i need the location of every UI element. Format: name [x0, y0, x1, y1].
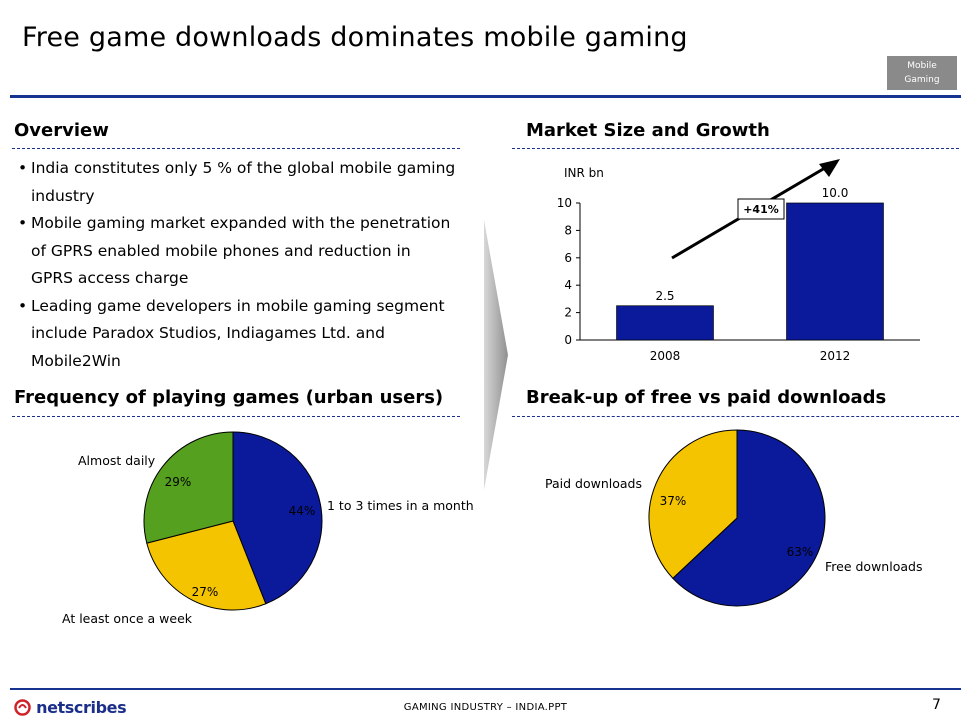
page-number: 7 — [932, 697, 941, 713]
y-tick-label: 6 — [564, 251, 572, 265]
bar — [786, 202, 884, 341]
downloads-pie-chart: 63% Free downloads 37% Paid downloads — [545, 429, 922, 607]
y-tick-label: 2 — [564, 306, 572, 320]
growth-label: +41% — [743, 203, 779, 216]
pie-slice — [648, 429, 738, 579]
pie-percent-label: 63% — [787, 545, 814, 559]
market-size-bar-chart: INR bn 0 2 4 6 8 10 2.5 2008 10.0 2012 +41% — [557, 159, 920, 363]
footer-filename: GAMING INDUSTRY – INDIA.PPT — [403, 702, 568, 713]
pie-category-label: At least once a week — [62, 611, 193, 626]
market-divider — [512, 148, 959, 149]
section-tag-line2: Gaming — [904, 75, 940, 85]
title-rule — [10, 95, 961, 98]
x-tick-label: 2008 — [650, 349, 681, 363]
footer-rule — [10, 688, 961, 690]
pie-slice — [146, 520, 267, 611]
pie-slice — [232, 431, 323, 605]
pie-percent-label: 27% — [192, 585, 219, 599]
pie-category-label: Free downloads — [825, 559, 922, 574]
growth-label-box — [737, 198, 785, 220]
pie-category-label: Almost daily — [78, 453, 156, 468]
pie-category-label: Paid downloads — [545, 476, 642, 491]
bar-value-label: 2.5 — [655, 289, 674, 303]
breakup-title: Break-up of free vs paid downloads — [526, 387, 887, 408]
pie-percent-label: 29% — [165, 475, 192, 489]
bar-value-label: 10.0 — [822, 186, 849, 200]
overview-title: Overview — [14, 120, 109, 141]
overview-bullet: Leading game developers in mobile gaming… — [18, 293, 456, 376]
y-tick-label: 0 — [564, 333, 572, 347]
bar — [616, 305, 714, 341]
pie-percent-label: 44% — [289, 504, 316, 518]
x-tick-label: 2012 — [820, 349, 851, 363]
frequency-pie-chart: 44% 1 to 3 times in a month 27% At least on… — [62, 431, 474, 626]
pie-slice — [143, 431, 234, 544]
y-axis-label: INR bn — [564, 166, 604, 180]
section-tag-line1: Mobile — [907, 61, 937, 71]
overview-divider — [12, 148, 460, 149]
growth-arrow-head — [819, 159, 840, 177]
y-tick-label: 10 — [557, 196, 572, 210]
arrow-separator — [484, 220, 508, 490]
netscribes-logo: netscribes — [14, 697, 127, 719]
slide-title: Free game downloads dominates mobile gam… — [22, 22, 688, 53]
overview-bullets: India constitutes only 5 % of the global… — [18, 155, 456, 375]
pie-percent-label: 37% — [660, 494, 687, 508]
netscribes-logo-text: netscribes — [36, 698, 127, 717]
overview-bullet: India constitutes only 5 % of the global… — [18, 155, 456, 210]
market-title: Market Size and Growth — [526, 120, 770, 141]
frequency-title: Frequency of playing games (urban users) — [14, 387, 444, 408]
pie-slice — [672, 429, 826, 607]
netscribes-logo-icon — [14, 699, 31, 716]
frequency-divider — [12, 416, 460, 417]
pie-category-label: 1 to 3 times in a month — [327, 498, 474, 513]
section-tag: Mobile Gaming — [887, 56, 957, 90]
y-tick-label: 4 — [564, 278, 572, 292]
breakup-divider — [512, 416, 959, 417]
overview-bullet: Mobile gaming market expanded with the p… — [18, 210, 456, 293]
y-tick-label: 8 — [564, 223, 572, 237]
